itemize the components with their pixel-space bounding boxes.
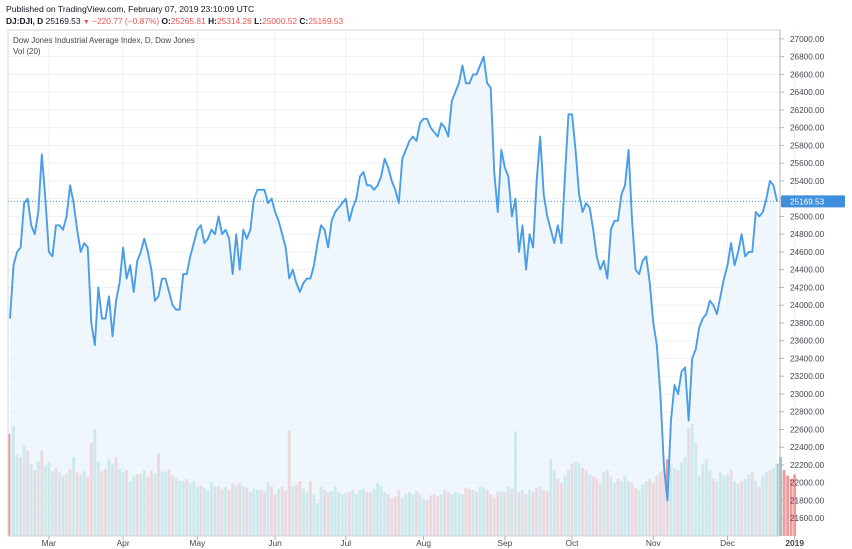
x-tick-label: Mar [42,538,57,548]
y-tick-label: 22200.00 [790,461,825,470]
volume-bar [786,475,790,536]
x-tick-label: May [189,538,206,548]
down-triangle-icon: ▼ [82,19,90,26]
y-tick-label: 25000.00 [790,212,825,221]
y-tick-label: 25600.00 [790,159,825,168]
close-label: C: [299,16,309,26]
high-label: H: [208,16,217,26]
price-change: −220.77 (−0.87%) [92,16,160,26]
y-tick-label: 24000.00 [790,301,825,310]
time-axis[interactable]: MarAprMayJunJulAugSepOctNovDec2019Feb [42,536,852,548]
x-tick-label: Jul [340,538,351,548]
last-price-tag: 25169.53 [781,195,845,208]
y-tick-label: 21800.00 [790,496,825,505]
y-tick-label: 24800.00 [790,230,825,239]
x-tick-label: Dec [720,538,735,548]
y-tick-label: 24400.00 [790,266,825,275]
volume-bar [793,474,797,536]
low-label: L: [254,16,263,26]
x-tick-label: Apr [117,538,130,548]
close-value: 25169.53 [308,16,344,26]
y-tick-label: 23600.00 [790,337,825,346]
volume-bar [782,470,786,536]
y-tick-label: 26800.00 [790,53,825,62]
y-tick-label: 22000.00 [790,479,825,488]
y-tick-label: 25800.00 [790,141,825,150]
y-tick-label: 27000.00 [790,35,825,44]
open-label: O: [161,16,171,26]
x-tick-label: 2019 [785,538,804,548]
y-tick-label: 24200.00 [790,283,825,292]
x-tick-label: Aug [416,538,431,548]
y-tick-label: 23800.00 [790,319,825,328]
y-tick-label: 23200.00 [790,372,825,381]
price-area [10,56,777,536]
chart-legend-title: Dow Jones Industrial Average Index, D, D… [13,36,195,45]
volume-legend: Vol (20) [13,47,41,56]
ohlc-bar: DJ:DJI, D 25169.53 ▼ −220.77 (−0.87%) O:… [6,16,343,26]
y-tick-label: 26200.00 [790,106,825,115]
symbol: DJ:DJI, D [6,16,44,26]
y-tick-label: 25400.00 [790,177,825,186]
high-value: 25314.26 [216,16,252,26]
x-tick-label: Sep [497,538,512,548]
y-tick-label: 22800.00 [790,408,825,417]
y-tick-label: 21600.00 [790,514,825,523]
price-line [9,55,778,502]
plot-frame [7,29,781,537]
volume-bar [789,478,793,536]
published-note: Published on TradingView.com, February 0… [6,4,255,14]
open-value: 25265.81 [170,16,206,26]
y-tick-label: 22400.00 [790,443,825,452]
y-tick-label: 23000.00 [790,390,825,399]
y-tick-label: 24600.00 [790,248,825,257]
last-price: 25169.53 [45,16,81,26]
y-tick-label: 26600.00 [790,70,825,79]
y-tick-label: 23400.00 [790,354,825,363]
last-price-tag-label: 25169.53 [790,197,825,206]
x-tick-label: Oct [565,538,579,548]
y-tick-label: 26400.00 [790,88,825,97]
last-price-tag-bg [781,195,845,208]
volume-bar [779,456,782,536]
y-tick-label: 22600.00 [790,425,825,434]
price-axis[interactable]: 21600.00 21800.00 22000.00 22200.00 22400.00… [780,35,825,523]
y-tick-label: 26000.00 [790,124,825,133]
x-tick-label: Jun [268,538,282,548]
low-value: 25000.52 [262,16,298,26]
x-tick-label: Nov [646,538,662,548]
